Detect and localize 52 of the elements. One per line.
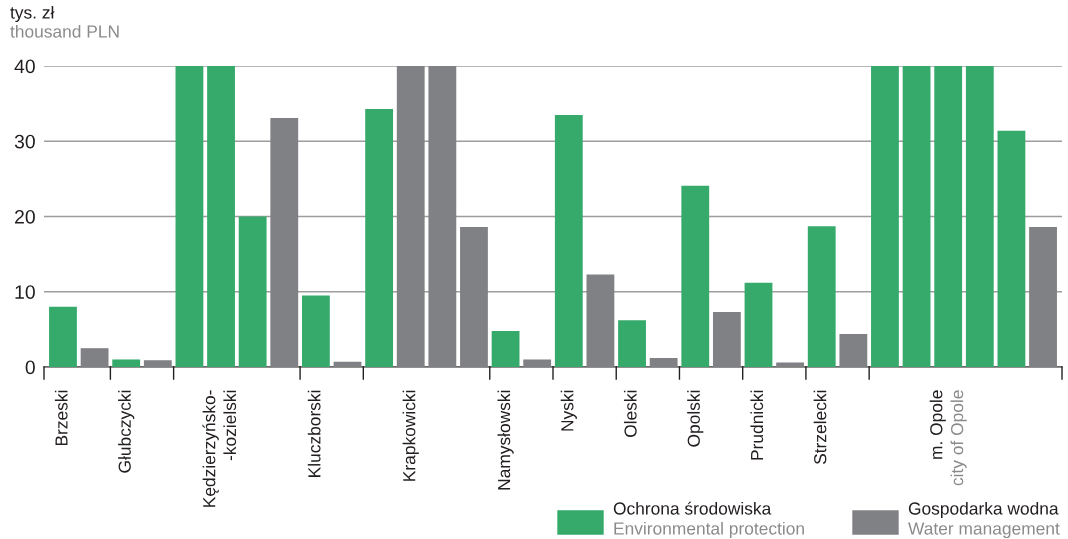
x-tick-label: Kędzierzyńsko- -kozielski (202, 390, 237, 507)
bar (997, 130, 1026, 367)
bar (143, 360, 172, 367)
x-tick-label: Namysłowski (497, 390, 514, 490)
bar (365, 108, 394, 367)
bar (270, 117, 299, 367)
x-tick-label: Krapkowicki (402, 390, 419, 481)
bar (523, 359, 552, 367)
x-tick-label: Głubczycki (118, 390, 135, 473)
x-tick-label: Kluczborski (307, 390, 321, 477)
bar (396, 66, 425, 367)
x-tick-label: Prudnicki (750, 390, 764, 460)
bar (649, 357, 678, 367)
bar (839, 333, 868, 367)
bar (934, 66, 963, 367)
y-tick-label: 40 (14, 59, 35, 74)
x-tick-label: Oleski (623, 390, 637, 437)
bar (460, 227, 488, 367)
y-tick-label: 20 (15, 209, 35, 224)
x-tick-label: Opolski (687, 390, 704, 447)
bar (871, 66, 899, 367)
bar (776, 362, 805, 367)
bar (238, 216, 267, 367)
bar (681, 185, 710, 367)
bar (175, 66, 204, 367)
bar (207, 66, 235, 367)
legend-label: Ochrona środowiska Environmental protection (613, 501, 804, 539)
bar (744, 282, 773, 367)
bar (428, 66, 457, 367)
bar (49, 306, 77, 367)
bar (618, 320, 646, 367)
bar (80, 348, 109, 367)
y-tick-label: 10 (15, 285, 35, 299)
x-tick-label: m. Opole city of Opole (929, 390, 967, 486)
legend-label: Gospodarka wodna Water management (908, 501, 1060, 539)
x-tick-label: Nyski (560, 390, 577, 431)
y-tick-label: 0 (25, 360, 35, 375)
bar (1029, 227, 1057, 367)
bar (712, 312, 741, 367)
bar (333, 361, 362, 367)
bar (112, 359, 141, 367)
bar (965, 66, 994, 367)
bar (491, 330, 520, 367)
bar (301, 295, 330, 367)
x-tick-label: Brzeski (54, 390, 68, 446)
bar (902, 66, 931, 367)
y-axis-title: tys. zł thousand PLN (10, 5, 119, 38)
y-tick-label: 30 (14, 134, 35, 149)
x-tick-label: Strzelecki (813, 390, 827, 465)
bar (807, 226, 836, 367)
bar (554, 114, 583, 367)
bar (586, 274, 615, 367)
